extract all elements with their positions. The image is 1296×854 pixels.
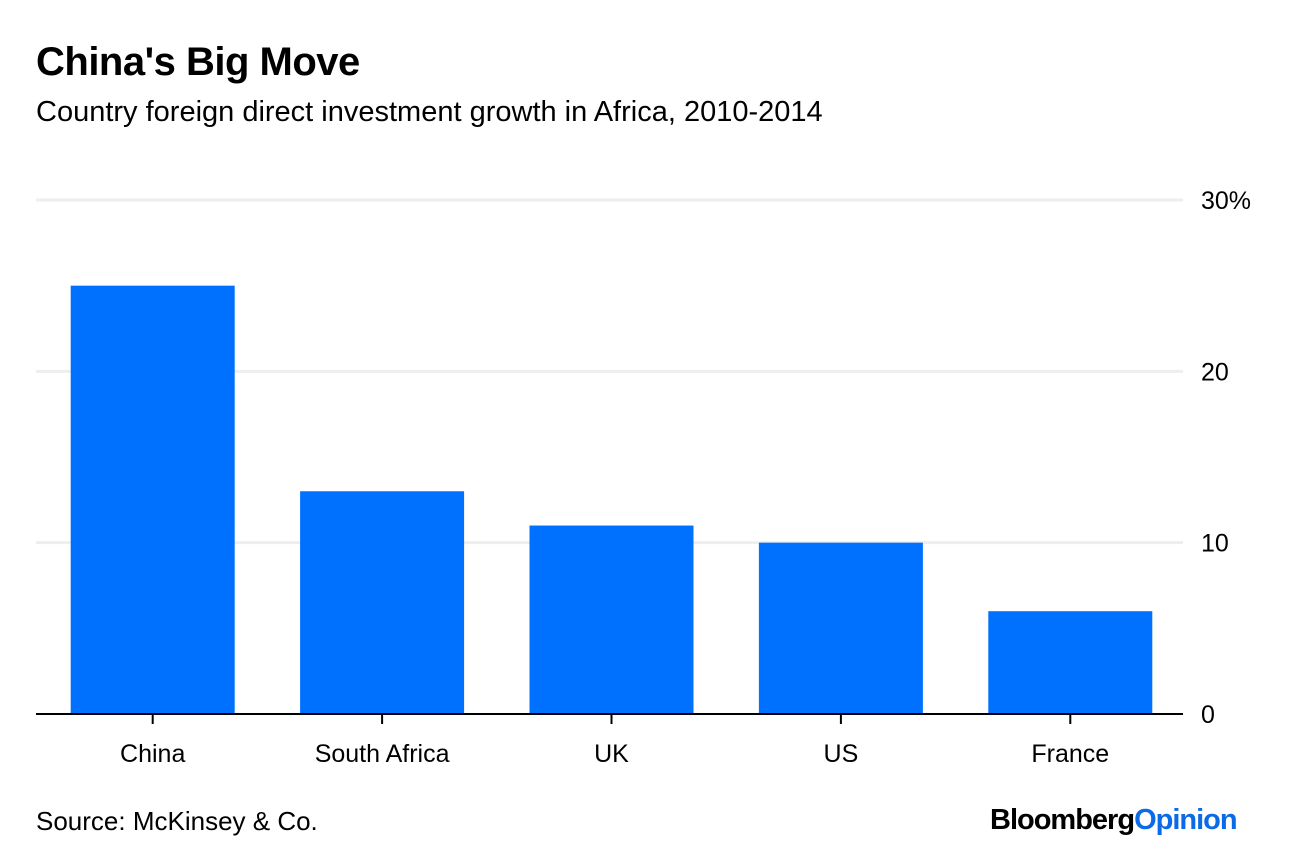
x-tick-label: France [1031,740,1109,768]
x-tick-label: South Africa [315,740,450,768]
logo-opinion: Opinion [1134,804,1238,836]
x-tick-label: China [120,740,185,768]
bar-chart: China South Africa UK US France 0 10 20 30% [36,187,1251,768]
x-tick-label: UK [594,740,629,768]
bar-france [988,611,1153,714]
source-note: Source: McKinsey & Co. [36,806,318,836]
y-tick-label: 30% [1201,187,1251,215]
chart-subtitle: Country foreign direct investment growth… [36,96,823,128]
x-axis-ticks [151,714,1072,724]
y-axis-labels: 0 10 20 30% [1201,187,1251,729]
bloomberg-opinion-logo: BloombergOpinion [990,804,1238,837]
x-axis-labels: China South Africa UK US France [120,740,1109,768]
bar-us [758,542,923,714]
chart-title: China's Big Move [36,40,360,84]
bar-south-africa [300,491,465,714]
bar-china [70,285,235,714]
logo-bloomberg: Bloomberg [990,804,1135,836]
bar-uk [529,525,694,714]
bars [70,285,1153,714]
y-tick-label: 0 [1201,701,1215,729]
x-tick-label: US [824,740,859,768]
y-tick-label: 10 [1201,530,1229,558]
y-tick-label: 20 [1201,358,1229,386]
